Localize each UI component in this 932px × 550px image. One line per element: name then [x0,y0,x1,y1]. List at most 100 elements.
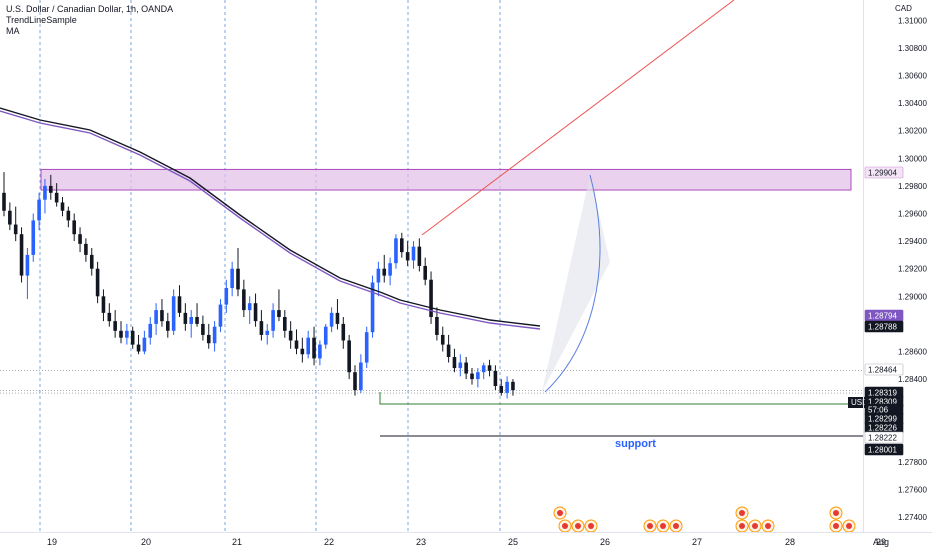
candle-body [300,348,305,355]
candle-body [230,268,234,289]
ma1-price: 1.28794 [868,312,897,321]
candle-body [288,330,293,341]
candle-body [487,365,492,371]
event-flag-icon-dot [647,523,653,529]
candle-body [183,312,188,324]
candle-body [119,330,123,338]
candle-body [142,337,147,352]
candle-body [271,310,275,331]
candle-body [49,185,53,193]
x-tick-label: 19 [47,537,57,547]
currency-label: CAD [895,4,912,13]
candle-body [318,344,322,359]
candle-body [429,279,433,317]
candle-body [201,323,205,335]
candle-body [335,312,340,324]
candle-body [136,344,141,352]
candle-body [277,310,281,317]
candle-body [148,323,153,338]
x-tick-label: 27 [692,537,702,547]
candle-body [329,312,334,327]
candle-body [405,252,410,261]
price-axis-separator [863,0,864,532]
candle-body [423,265,427,280]
candle-body [89,254,94,269]
candle-body [476,372,480,380]
x-tick-label: 29 [876,537,886,547]
y-tick-label: 1.30400 [898,99,927,108]
symbol-price: 1.28309 [868,398,897,407]
candle-body [347,340,351,373]
candle-body [25,254,30,276]
y-tick-label: 1.31000 [898,16,927,25]
low2-price-bg [864,443,904,456]
event-flag-icon-dot [752,523,758,529]
candle-body [493,370,498,386]
ma-line-1 [0,107,541,327]
y-tick-label: 1.27800 [898,458,927,467]
candle-body [195,317,199,324]
candle-body [376,268,381,283]
candle-body [417,246,422,266]
ma2-price-bg [864,320,904,333]
candle-body [13,224,18,235]
event-flag-icon-dot [562,523,568,529]
time-axis-separator [0,532,932,533]
candle-body [394,238,398,264]
event-flag-icon-dot [833,523,839,529]
symbol-title[interactable]: U.S. Dollar / Canadian Dollar, 1h, OANDA [6,4,174,14]
event-flag-icon-dot [557,510,563,516]
last-price: 1.28464 [868,366,897,375]
candle-body [212,326,217,344]
candle-body [189,317,193,324]
event-flag-icon-dot [575,523,581,529]
candle-body [446,344,451,358]
ma2-price: 1.28788 [868,323,897,332]
candle-body [283,317,287,331]
y-tick-label: 1.27600 [898,486,927,495]
x-tick-label: Aug [873,537,889,547]
chart-legend: U.S. Dollar / Canadian Dollar, 1h, OANDA… [6,4,173,37]
candle-body [236,268,240,290]
candle-body [2,192,6,211]
candle-body [370,282,375,333]
candle-body [19,234,24,276]
candle-body [440,334,445,345]
ask-price: 1.28319 [868,389,897,398]
candle-body [452,357,457,369]
low-price-bg [864,431,904,444]
low-price: 1.28222 [868,434,897,443]
y-tick-label: 1.29200 [898,265,927,274]
event-flag-icon-dot [673,523,679,529]
candle-body [388,263,392,276]
x-tick-label: 26 [600,537,610,547]
candle-body [8,210,12,225]
x-tick-label: 21 [232,537,242,547]
event-flag-icon-dot [846,523,852,529]
y-tick-label: 1.30600 [898,72,927,81]
candle-body [242,289,246,311]
y-tick-label: 1.29600 [898,210,927,219]
candle-body [160,310,164,322]
candle-body [72,220,76,235]
candle-body [224,288,229,305]
countdown: 57:06 [868,406,889,415]
candle-body [481,365,486,373]
x-tick-label: 25 [508,537,518,547]
candle-body [37,199,41,221]
x-tick-label: 22 [324,537,334,547]
candle-body [177,296,182,313]
candle-body [306,337,310,355]
candle-body [60,202,65,211]
indicator-ma[interactable]: MA [6,26,20,36]
high-zone [40,168,852,191]
candle-body [464,362,468,374]
candle-body [31,220,36,255]
candle-body [101,296,106,313]
y-tick-label: 1.29400 [898,237,927,246]
x-tick-label: 20 [141,537,151,547]
candle-body [125,330,129,338]
y-tick-label: 1.30000 [898,154,927,163]
indicator-trendline[interactable]: TrendLineSample [6,15,77,25]
